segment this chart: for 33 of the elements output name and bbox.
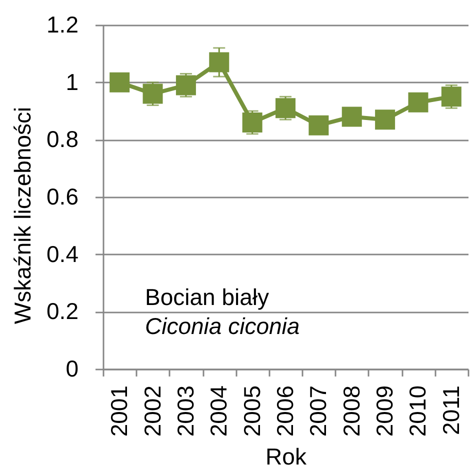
x-tick-label: 2003	[172, 386, 198, 437]
point	[110, 72, 130, 92]
x-tick-label: 2009	[372, 386, 398, 437]
x-tick-label: 2002	[139, 386, 166, 437]
annotation: Ciconia ciconia	[145, 313, 300, 339]
point	[176, 75, 196, 96]
x-tick-label: 2010	[404, 386, 431, 437]
point	[408, 92, 428, 112]
x-tick-label: 2011	[438, 386, 464, 435]
point	[308, 115, 329, 136]
y-tick-label: 0	[66, 356, 78, 382]
point	[242, 112, 262, 132]
y-tick-label: 0.6	[46, 184, 78, 210]
point	[375, 110, 396, 130]
x-tick-label: 2004	[206, 385, 232, 437]
point	[441, 86, 462, 107]
y-tick-label: 0.2	[46, 298, 78, 324]
point	[142, 84, 163, 104]
point	[209, 52, 230, 72]
y-tick-label: 0.4	[46, 240, 79, 267]
x-tick-label: 2006	[272, 386, 298, 437]
x-tick-label: 2005	[238, 386, 265, 437]
y-axis-title: Wskaźnik liczebności	[10, 106, 36, 324]
y-tick-label: 1	[66, 68, 78, 95]
y-tick-label: 0.8	[46, 126, 78, 152]
y-tick-label: 1.2	[46, 12, 78, 38]
point	[276, 98, 296, 118]
x-tick-label: 2008	[338, 386, 364, 437]
annotation: Bocian biały	[145, 284, 270, 310]
x-tick-label: 2001	[106, 386, 132, 437]
x-tick-label: 2007	[305, 386, 332, 437]
x-axis-title: Rok	[266, 444, 307, 470]
point	[342, 106, 362, 127]
